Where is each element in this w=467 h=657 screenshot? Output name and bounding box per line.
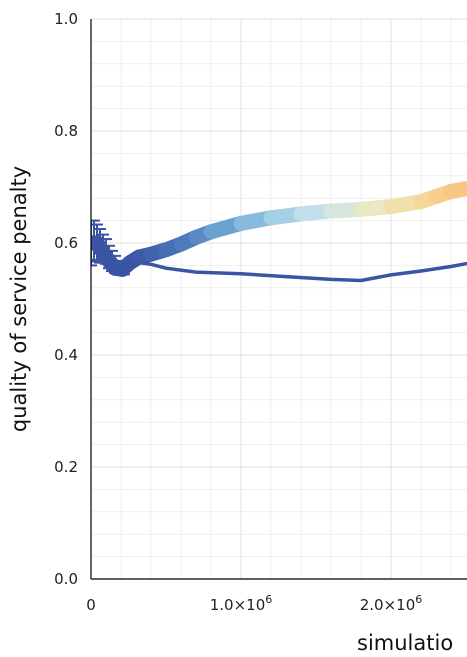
y-tick-label: 0.4 — [54, 346, 78, 364]
series-segment-thick — [443, 181, 467, 199]
y-tick-label: 0.8 — [54, 122, 78, 140]
x-axis-label: simulatio — [357, 631, 453, 655]
axes — [90, 19, 467, 580]
y-tick-label: 0.6 — [54, 234, 78, 252]
grid-minor — [90, 18, 467, 580]
y-tick-label: 0.2 — [54, 458, 78, 476]
grid-major — [90, 18, 467, 580]
x-tick-label: 1.0×106 — [210, 593, 273, 614]
series-layer — [91, 181, 467, 283]
x-tick-label: 2.0×106 — [360, 593, 423, 614]
y-tick-label: 0.0 — [54, 570, 78, 588]
x-tick-labels: 0 1.0×106 2.0×106 — [86, 593, 422, 614]
x-tick-label: 0 — [86, 596, 96, 614]
y-axis-label: quality of service penalty — [7, 166, 31, 432]
y-tick-label: 1.0 — [54, 10, 78, 28]
y-tick-labels: 0.0 0.2 0.4 0.6 0.8 1.0 — [54, 10, 78, 588]
